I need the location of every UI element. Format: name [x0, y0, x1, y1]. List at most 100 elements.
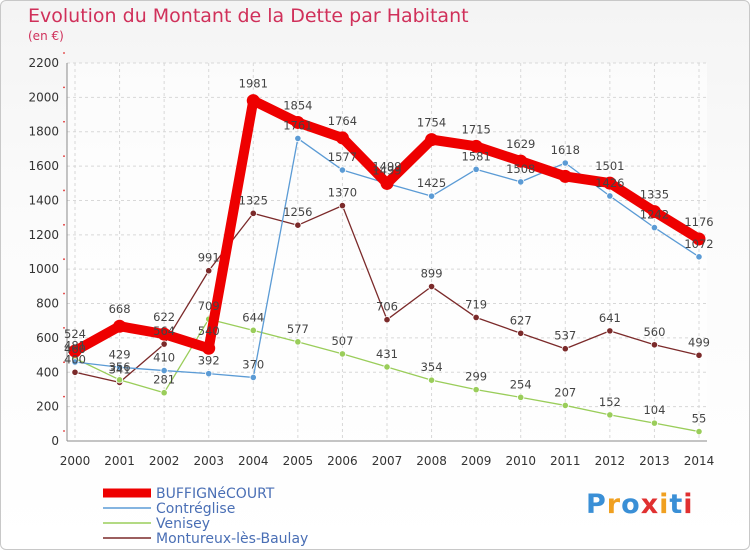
data-label-buffignecourt: 668 — [109, 302, 131, 316]
data-label-contreglise: 410 — [153, 351, 175, 365]
data-point-buffignecourt — [514, 154, 528, 168]
data-label-buffignecourt: 1854 — [283, 98, 312, 112]
data-label-venisey: 104 — [643, 403, 665, 417]
data-point-montureux-les-baulay — [160, 340, 168, 348]
data-point-venisey — [650, 419, 659, 427]
data-point-venisey — [472, 386, 480, 394]
y-tick-label: 800 — [36, 297, 59, 311]
data-point-venisey — [249, 326, 257, 334]
data-point-montureux-les-baulay — [338, 202, 347, 210]
brand-letter: o — [621, 489, 641, 520]
data-label-contreglise: 1426 — [595, 176, 624, 190]
y-tick-label: 2200 — [28, 56, 59, 70]
data-point-montureux-les-baulay — [517, 329, 525, 337]
data-point-buffignecourt — [647, 205, 661, 219]
axis-dot — [63, 430, 65, 432]
data-point-venisey — [517, 393, 525, 401]
y-tick-label: 200 — [36, 400, 59, 414]
data-point-buffignecourt — [692, 232, 706, 246]
data-point-venisey — [115, 376, 124, 384]
data-label-buffignecourt: 1335 — [640, 188, 669, 202]
data-label-contreglise: 392 — [198, 354, 220, 368]
data-label-venisey: 709 — [198, 299, 220, 313]
data-label-venisey: 507 — [331, 334, 353, 348]
legend-label: Montureux-lès-Baulay — [156, 531, 308, 547]
data-label-buffignecourt: 1176 — [684, 215, 713, 229]
axis-dot — [63, 155, 65, 157]
data-label-contreglise: 1499 — [372, 163, 401, 177]
data-label-buffignecourt: 1764 — [328, 114, 357, 128]
x-tick-label: 2011 — [550, 454, 581, 468]
data-label-montureux-les-baulay: 1325 — [239, 193, 268, 207]
data-point-montureux-les-baulay — [71, 368, 79, 376]
legend-label: BUFFIGNéCOURT — [156, 486, 275, 502]
brand-letter: t — [669, 489, 684, 520]
data-point-contreglise — [650, 224, 659, 232]
data-label-contreglise: 429 — [109, 347, 131, 361]
data-label-montureux-les-baulay: 641 — [599, 311, 621, 325]
brand-letter: i — [659, 489, 670, 520]
data-point-contreglise — [606, 192, 614, 200]
data-label-buffignecourt: 524 — [64, 327, 86, 341]
data-label-buffignecourt: 622 — [153, 310, 175, 324]
x-tick-label: 2012 — [595, 454, 626, 468]
data-label-venisey: 644 — [242, 310, 264, 324]
axis-dot — [63, 292, 65, 295]
data-point-montureux-les-baulay — [650, 341, 659, 349]
data-label-venisey: 299 — [465, 370, 487, 384]
x-tick-label: 2002 — [149, 454, 180, 468]
data-point-venisey — [338, 350, 347, 358]
data-label-venisey: 281 — [153, 373, 175, 387]
data-point-contreglise — [338, 166, 347, 174]
data-point-montureux-les-baulay — [427, 282, 436, 291]
x-tick-label: 2003 — [193, 454, 224, 468]
x-tick-label: 2006 — [327, 454, 358, 468]
data-label-contreglise: 1618 — [551, 143, 580, 157]
y-tick-label: 1600 — [28, 159, 59, 173]
data-point-venisey — [695, 427, 703, 436]
y-tick-label: 0 — [51, 434, 59, 448]
data-label-montureux-les-baulay: 537 — [554, 329, 576, 343]
data-point-contreglise — [695, 253, 703, 261]
data-point-venisey — [294, 338, 302, 346]
data-label-montureux-les-baulay: 706 — [376, 300, 398, 314]
data-label-venisey: 152 — [599, 395, 621, 409]
y-tick-label: 400 — [36, 365, 59, 379]
data-point-contreglise — [71, 358, 79, 366]
y-tick-label: 1400 — [28, 193, 59, 207]
data-label-contreglise: 370 — [242, 357, 264, 371]
chart-unit: (en €) — [28, 29, 64, 43]
axis-dot — [63, 52, 65, 54]
data-point-montureux-les-baulay — [383, 316, 391, 324]
data-label-montureux-les-baulay: 341 — [109, 362, 131, 376]
data-point-montureux-les-baulay — [294, 221, 302, 229]
y-tick-label: 2000 — [28, 90, 59, 104]
x-tick-label: 2009 — [461, 454, 492, 468]
axis-dot — [63, 189, 65, 192]
data-label-contreglise: 1761 — [283, 118, 312, 132]
data-label-montureux-les-baulay: 499 — [688, 335, 710, 349]
data-point-buffignecourt — [68, 344, 82, 358]
brand-letter: i — [683, 489, 694, 520]
data-point-venisey — [427, 376, 436, 384]
data-label-contreglise: 1577 — [328, 150, 357, 164]
data-point-montureux-les-baulay — [205, 267, 213, 275]
data-label-montureux-les-baulay: 899 — [421, 267, 443, 281]
y-tick-label: 1800 — [28, 125, 59, 139]
data-point-buffignecourt — [113, 319, 127, 333]
data-label-contreglise: 1581 — [462, 149, 491, 163]
data-point-buffignecourt — [558, 169, 572, 183]
data-point-montureux-les-baulay — [472, 313, 480, 322]
data-label-venisey: 254 — [510, 377, 532, 391]
data-point-venisey — [606, 411, 614, 419]
data-point-buffignecourt — [380, 176, 394, 190]
legend-label: Contréglise — [156, 501, 235, 517]
data-label-venisey: 356 — [109, 360, 131, 374]
data-point-montureux-les-baulay — [695, 351, 703, 359]
x-tick-label: 2007 — [372, 454, 403, 468]
data-point-buffignecourt — [157, 327, 171, 341]
data-label-venisey: 207 — [554, 385, 576, 399]
data-point-contreglise — [160, 366, 168, 375]
data-label-venisey: 481 — [64, 338, 86, 352]
